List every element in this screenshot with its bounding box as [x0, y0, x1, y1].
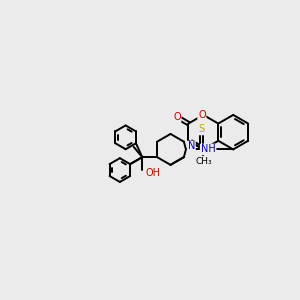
Text: O: O: [198, 110, 206, 120]
Text: CH₃: CH₃: [195, 157, 212, 166]
Text: O: O: [173, 112, 181, 122]
Text: NH: NH: [201, 144, 215, 154]
Text: N: N: [188, 141, 195, 152]
Text: S: S: [198, 124, 205, 134]
Text: OH: OH: [146, 168, 161, 178]
